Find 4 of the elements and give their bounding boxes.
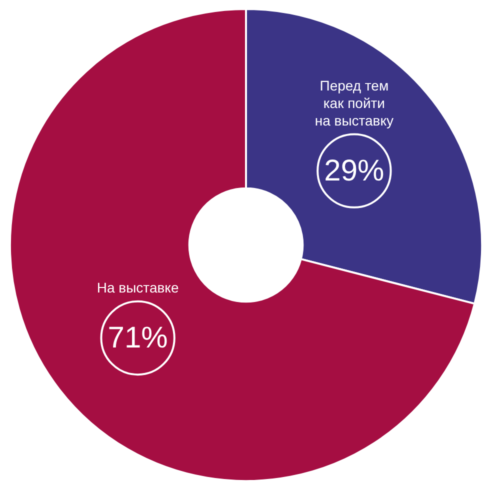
- data-label: 71%: [108, 321, 168, 354]
- data-label: 29%: [324, 154, 384, 188]
- slice-label: На выставке: [96, 280, 179, 296]
- slice-label: Перед тем как пойти на выставку: [314, 77, 394, 129]
